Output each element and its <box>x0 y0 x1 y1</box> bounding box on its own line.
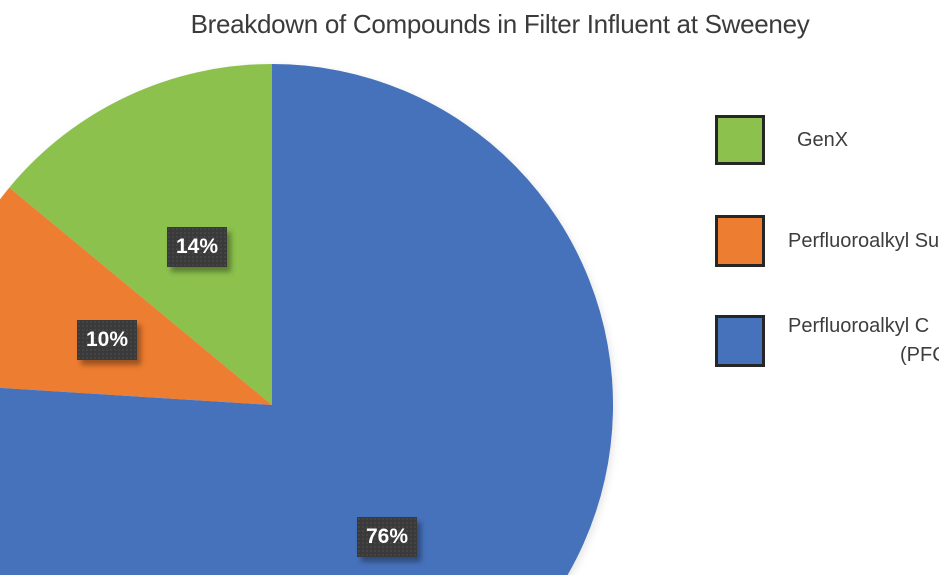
legend-label-sulfonates: Perfluoroalkyl Su <box>788 229 939 252</box>
chart-title: Breakdown of Compounds in Filter Influen… <box>190 9 810 39</box>
legend-item-carboxylates: Perfluoroalkyl C (PFC <box>715 315 939 367</box>
data-label-carboxylates: 76% <box>357 517 417 557</box>
data-label-carboxylates-text: 76% <box>365 525 409 548</box>
legend-label-genx: GenX <box>797 128 849 151</box>
pie-slice-sulfonates <box>0 187 272 405</box>
data-label-genx-text: 14% <box>175 235 219 258</box>
legend-swatch-genx <box>715 115 765 165</box>
legend-item-sulfonates: Perfluoroalkyl Su <box>715 215 939 267</box>
legend-item-genx: GenX <box>715 115 848 165</box>
legend-label-carboxylates: Perfluoroalkyl C (PFC <box>788 312 939 370</box>
data-label-genx: 14% <box>167 227 227 267</box>
data-label-sulfonates-text: 10% <box>85 328 129 351</box>
legend-label-carboxylates-line1: Perfluoroalkyl C <box>788 315 930 337</box>
pie-slice-genx <box>9 64 273 405</box>
legend-label-carboxylates-line2: (PFC <box>900 344 939 366</box>
pie-slice-carboxylates <box>0 64 614 575</box>
legend-swatch-sulfonates <box>715 215 765 267</box>
data-label-sulfonates: 10% <box>77 320 137 360</box>
legend-swatch-carboxylates <box>715 315 765 367</box>
